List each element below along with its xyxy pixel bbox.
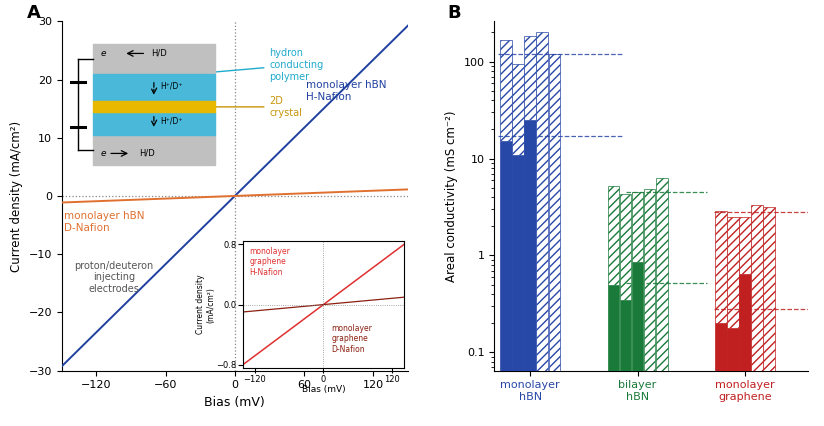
- X-axis label: Bias (mV): Bias (mV): [204, 396, 265, 409]
- Bar: [500, 141, 512, 426]
- Polygon shape: [93, 112, 215, 135]
- Bar: [632, 192, 644, 262]
- Bar: [632, 262, 644, 426]
- Text: H⁺/D⁺: H⁺/D⁺: [160, 81, 182, 90]
- Bar: [620, 300, 631, 426]
- Text: monolayer hBN
H-Nafion: monolayer hBN H-Nafion: [307, 81, 386, 102]
- Bar: [536, 32, 548, 426]
- Polygon shape: [93, 74, 215, 101]
- Y-axis label: Current density (mA/cm²): Current density (mA/cm²): [10, 121, 23, 271]
- Bar: [513, 64, 524, 155]
- Bar: [644, 190, 655, 426]
- Bar: [656, 178, 667, 426]
- Bar: [607, 186, 619, 285]
- Y-axis label: Areal conductivity (mS cm⁻²): Areal conductivity (mS cm⁻²): [445, 110, 458, 282]
- Polygon shape: [93, 44, 215, 74]
- Text: monolayer
graphene
D-Nafion: monolayer graphene D-Nafion: [331, 324, 372, 354]
- Text: H/D: H/D: [151, 49, 166, 58]
- Bar: [715, 210, 727, 323]
- Text: e: e: [101, 149, 106, 158]
- Bar: [751, 205, 763, 426]
- Bar: [500, 40, 512, 141]
- Polygon shape: [93, 101, 215, 112]
- Y-axis label: Current density
(mA/cm²): Current density (mA/cm²): [196, 275, 215, 334]
- Bar: [727, 328, 738, 426]
- Text: e: e: [101, 49, 106, 58]
- Bar: [739, 217, 751, 273]
- Text: proton/deuteron
injecting
electrodes: proton/deuteron injecting electrodes: [74, 261, 153, 294]
- Bar: [727, 217, 738, 328]
- Bar: [549, 54, 560, 426]
- Text: monolayer hBN
D-Nafion: monolayer hBN D-Nafion: [64, 211, 144, 233]
- Bar: [513, 155, 524, 426]
- Bar: [715, 323, 727, 426]
- Text: monolayer
graphene
H-Nafion: monolayer graphene H-Nafion: [250, 247, 290, 277]
- Text: H/D: H/D: [138, 149, 154, 158]
- Bar: [739, 273, 751, 426]
- Bar: [620, 194, 631, 300]
- Bar: [763, 207, 775, 426]
- Bar: [524, 36, 536, 120]
- Text: H⁺/D⁺: H⁺/D⁺: [160, 117, 182, 126]
- Text: 2D
crystal: 2D crystal: [179, 96, 302, 118]
- Bar: [524, 120, 536, 426]
- Text: hydron
conducting
polymer: hydron conducting polymer: [179, 49, 324, 81]
- X-axis label: Bias (mV): Bias (mV): [302, 385, 345, 394]
- Text: B: B: [447, 4, 461, 22]
- Text: A: A: [27, 4, 41, 22]
- Bar: [607, 285, 619, 426]
- Polygon shape: [93, 135, 215, 165]
